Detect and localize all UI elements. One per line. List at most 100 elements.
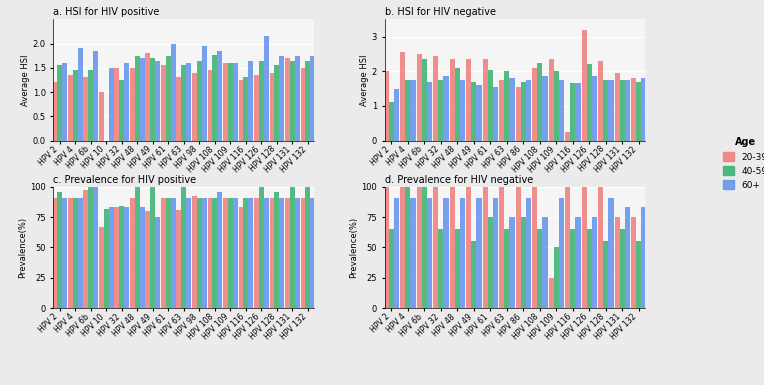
Bar — [254, 198, 259, 308]
Bar — [631, 217, 636, 308]
Bar — [642, 207, 646, 308]
Bar — [197, 198, 202, 308]
Bar — [587, 229, 592, 308]
Bar — [400, 52, 405, 141]
Bar — [410, 80, 416, 141]
Y-axis label: Average HSI: Average HSI — [360, 54, 369, 105]
Bar — [208, 70, 212, 141]
Bar — [119, 206, 125, 308]
Bar — [384, 71, 389, 141]
Bar — [598, 187, 604, 308]
Bar — [460, 198, 465, 308]
Bar — [608, 80, 613, 141]
Bar — [99, 92, 104, 141]
Bar — [134, 56, 140, 141]
Bar — [62, 63, 67, 141]
Bar — [233, 198, 238, 308]
Bar — [186, 63, 191, 141]
Bar — [455, 68, 460, 141]
Bar — [592, 77, 597, 141]
Bar — [554, 247, 559, 308]
Bar — [542, 217, 548, 308]
Bar — [306, 187, 310, 308]
Bar — [625, 207, 630, 308]
Bar — [608, 198, 613, 308]
Bar — [570, 229, 575, 308]
Bar — [477, 85, 481, 141]
Bar — [259, 187, 264, 308]
Bar — [295, 56, 299, 141]
Bar — [280, 56, 284, 141]
Bar — [62, 198, 67, 308]
Bar — [504, 229, 510, 308]
Bar — [306, 60, 310, 141]
Bar — [526, 80, 531, 141]
Bar — [449, 187, 455, 308]
Bar — [161, 198, 166, 308]
Bar — [73, 70, 78, 141]
Bar — [78, 198, 83, 308]
Bar — [83, 190, 89, 308]
Bar — [466, 187, 471, 308]
Bar — [155, 60, 160, 141]
Bar — [300, 198, 306, 308]
Bar — [542, 77, 548, 141]
Bar — [559, 80, 564, 141]
Bar — [83, 77, 89, 141]
Bar — [166, 198, 170, 308]
Bar — [176, 77, 181, 141]
Bar — [483, 187, 487, 308]
Bar — [581, 187, 587, 308]
Bar — [620, 229, 625, 308]
Bar — [526, 198, 531, 308]
Bar — [259, 60, 264, 141]
Bar — [170, 198, 176, 308]
Bar — [280, 198, 284, 308]
Bar — [620, 80, 625, 141]
Bar — [134, 187, 140, 308]
Bar — [521, 82, 526, 141]
Bar — [631, 78, 636, 141]
Bar — [274, 65, 280, 141]
Bar — [151, 187, 155, 308]
Bar — [108, 68, 114, 141]
Bar — [427, 82, 432, 141]
Bar — [202, 198, 206, 308]
Bar — [310, 56, 316, 141]
Bar — [598, 61, 604, 141]
Y-axis label: Prevalence(%): Prevalence(%) — [350, 217, 358, 278]
Bar — [93, 51, 98, 141]
Bar — [73, 198, 78, 308]
Bar — [410, 198, 416, 308]
Bar — [140, 58, 144, 141]
Bar — [202, 46, 206, 141]
Bar — [493, 87, 498, 141]
Bar — [270, 198, 274, 308]
Bar — [427, 198, 432, 308]
Bar — [483, 59, 487, 141]
Bar — [300, 68, 306, 141]
Bar — [290, 60, 295, 141]
Bar — [460, 80, 465, 141]
Bar — [104, 209, 108, 308]
Bar — [238, 80, 244, 141]
Bar — [53, 198, 57, 308]
Bar — [477, 198, 481, 308]
Bar — [192, 73, 197, 141]
Bar — [244, 77, 248, 141]
Bar — [145, 211, 151, 308]
Y-axis label: Prevalence(%): Prevalence(%) — [18, 217, 28, 278]
Bar — [274, 191, 280, 308]
Bar — [130, 198, 134, 308]
Bar — [575, 217, 581, 308]
Bar — [642, 78, 646, 141]
Bar — [140, 207, 144, 308]
Bar — [575, 84, 581, 141]
Bar — [443, 77, 448, 141]
Bar — [310, 198, 316, 308]
Bar — [449, 59, 455, 141]
Bar — [68, 75, 73, 141]
Bar — [285, 198, 290, 308]
Bar — [614, 217, 620, 308]
Bar — [604, 241, 608, 308]
